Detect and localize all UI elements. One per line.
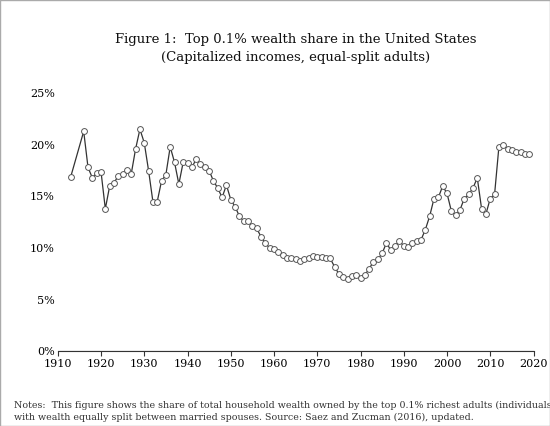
Title: Figure 1:  Top 0.1% wealth share in the United States
(Capitalized incomes, equa: Figure 1: Top 0.1% wealth share in the U…	[115, 33, 476, 64]
Text: Notes:  This figure shows the share of total household wealth owned by the top 0: Notes: This figure shows the share of to…	[14, 400, 550, 422]
